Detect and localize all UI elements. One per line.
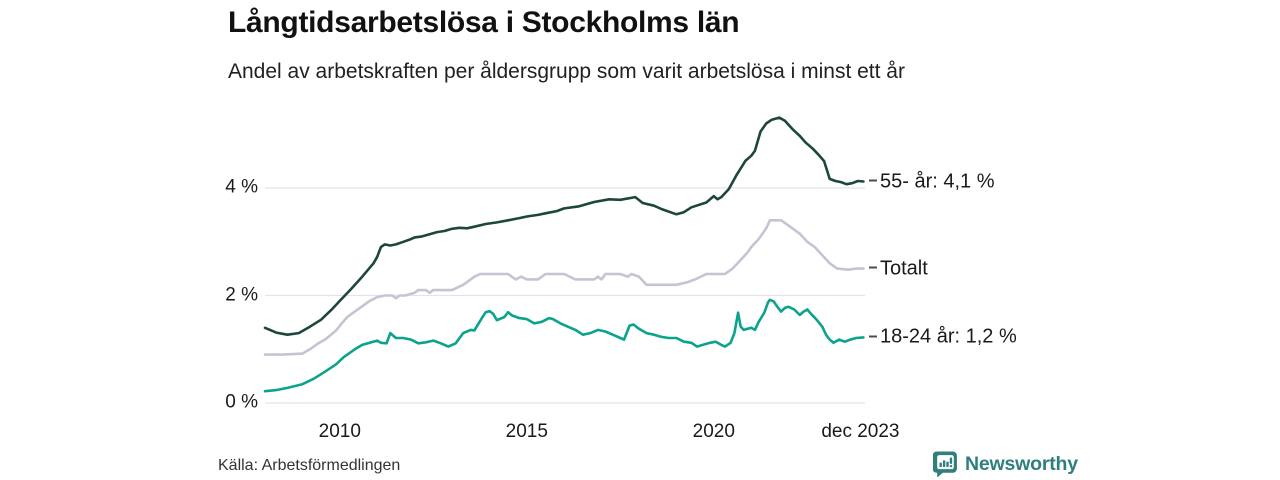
series-line-55-r (263, 116, 865, 337)
series-end-label-55-r: 55- år: 4,1 % (869, 170, 995, 193)
newsworthy-branding: Newsworthy (933, 450, 1078, 478)
x-axis-tick-label: dec 2023 (821, 421, 900, 442)
newsworthy-logo-icon (933, 451, 957, 477)
y-axis-tick-label: 2 % (225, 284, 258, 306)
series-label-tick (869, 266, 877, 269)
chart-subtitle: Andel av arbetskraften per åldersgrupp s… (228, 60, 905, 83)
y-axis-tick-label: 4 % (225, 176, 258, 198)
series-line-totalt (263, 219, 865, 356)
series-end-label-18-24-r: 18-24 år: 1,2 % (869, 326, 1017, 349)
series-end-label-totalt: Totalt (869, 257, 928, 280)
y-axis-tick-label: 0 % (225, 391, 258, 413)
chart-title: Långtidsarbetslösa i Stockholms län (228, 6, 740, 39)
x-axis-tick-label: 2020 (692, 421, 735, 442)
x-axis-tick-label: 2015 (505, 421, 548, 442)
newsworthy-logo-text: Newsworthy (965, 452, 1078, 475)
source-note: Källa: Arbetsförmedlingen (218, 457, 401, 474)
series-label-tick (869, 179, 877, 182)
series-label-tick (869, 335, 877, 338)
x-axis-tick-label: 2010 (318, 421, 361, 442)
series-line-18-24-r (263, 298, 865, 393)
